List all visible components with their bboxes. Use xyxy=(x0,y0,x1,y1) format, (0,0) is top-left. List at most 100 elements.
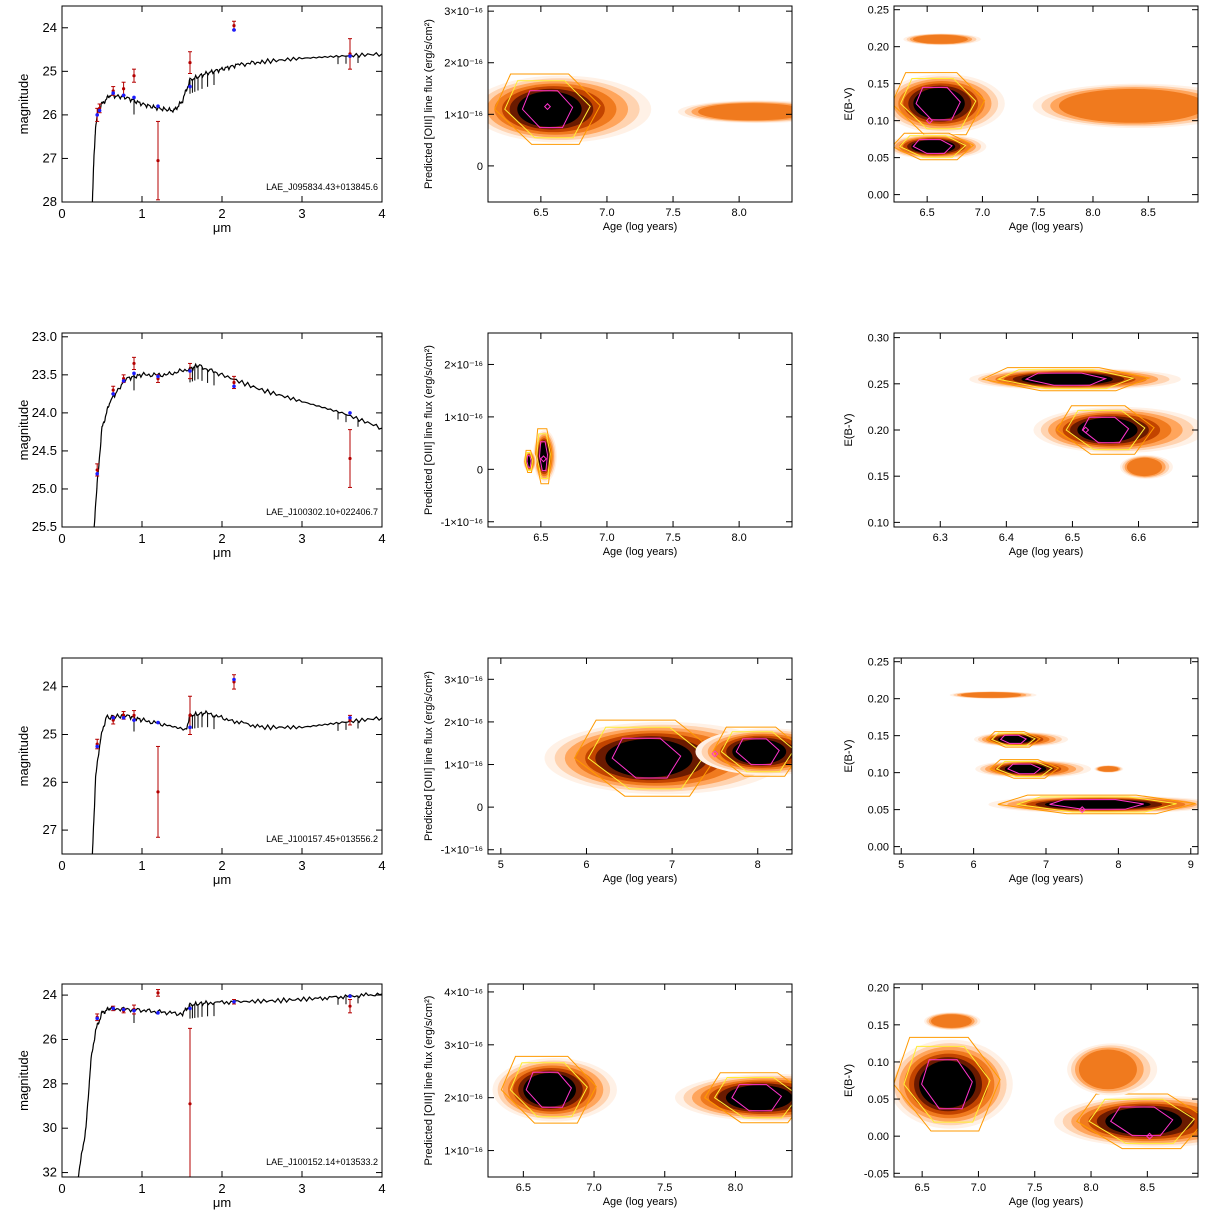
ebv-4-contour-1sigma xyxy=(921,1059,973,1110)
sed-4-x-tick-label: 3 xyxy=(298,1181,305,1196)
sed-1-observed-point xyxy=(188,61,192,65)
sed-4-x-tick-label: 1 xyxy=(138,1181,145,1196)
sed-1-y-tick-label: 28 xyxy=(43,194,57,209)
flux-1-y-tick-label: 3×10⁻¹⁶ xyxy=(444,6,483,18)
sed-1-x-tick-label: 2 xyxy=(218,206,225,221)
flux-3-contour-fill xyxy=(605,738,693,778)
ebv-1-plot-area xyxy=(894,33,1198,161)
ebv-4-y-tick-label: 0.15 xyxy=(868,1020,889,1032)
ebv-4-y-tick-label: 0.10 xyxy=(868,1057,889,1069)
ebv-1-x-tick-label: 7.5 xyxy=(1030,207,1045,219)
sed-4-model-point xyxy=(121,1007,126,1012)
ebv-2-contour-3sigma xyxy=(981,367,1151,392)
flux-3-y-tick-label: -1×10⁻¹⁶ xyxy=(441,845,483,857)
ebv-2-y-tick-label: 0.15 xyxy=(868,471,889,483)
ebv-3-x-axis-label: Age (log years) xyxy=(1009,873,1084,885)
sed-3-observed-point xyxy=(156,790,160,794)
sed-1-model-point xyxy=(97,108,102,113)
sed-3-model-point xyxy=(188,725,192,730)
flux-4-x-tick-label: 8.0 xyxy=(728,1182,743,1194)
flux-2-contour-1sigma xyxy=(526,455,532,468)
flux-2-plot-area xyxy=(523,428,557,485)
ebv-1-y-tick-label: 0.05 xyxy=(868,153,889,165)
flux-2-panel: 6.5 7.0 7.5 8.0 -1×10⁻¹⁶ 0 1×10⁻¹⁶ 2×10⁻¹⁶ Age (… xyxy=(423,332,793,558)
flux-4-frame xyxy=(487,983,793,1178)
sed-2-panel: LAE_J100302.10+022406.7 0 1 2 3 4 23.0 23.5 24.0… xyxy=(16,329,386,560)
flux-3-y-axis-label: Predicted [OIII] line flux (erg/s/cm²) xyxy=(423,671,435,841)
ebv-4-x-axis-label: Age (log years) xyxy=(1009,1196,1084,1208)
ebv-3-y-tick-label: 0.20 xyxy=(868,694,889,706)
ebv-3-contour-2sigma xyxy=(1016,796,1177,813)
flux-4-y-tick-label: 1×10⁻¹⁶ xyxy=(444,1146,483,1158)
flux-2-contour-2sigma xyxy=(525,452,533,471)
flux-4-y-axis-label: Predicted [OIII] line flux (erg/s/cm²) xyxy=(423,996,435,1166)
flux-2-y-tick-label: 1×10⁻¹⁶ xyxy=(444,412,483,424)
sed-4-model-point xyxy=(348,994,352,999)
flux-1-frame xyxy=(487,5,793,203)
ebv-3-contour-3sigma xyxy=(997,794,1196,815)
sed-2-plot-area xyxy=(93,356,382,527)
flux-4-contour-2sigma xyxy=(713,1077,792,1119)
flux-1-best-fit-marker xyxy=(543,103,552,111)
sed-3-y-tick-label: 25 xyxy=(43,726,57,741)
flux-1-x-tick-label: 8.0 xyxy=(731,207,746,219)
flux-2-x-tick-label: 7.0 xyxy=(599,532,614,544)
flux-3-x-axis-label: Age (log years) xyxy=(603,873,678,885)
ebv-3-x-tick-label: 9 xyxy=(1188,859,1194,871)
flux-4-contour-fill xyxy=(523,1072,576,1107)
sed-1-spectrum-line xyxy=(91,51,382,202)
ebv-2-y-tick-label: 0.25 xyxy=(868,379,889,391)
sed-1-x-tick-label: 3 xyxy=(298,206,305,221)
ebv-4-plot-area xyxy=(894,1012,1198,1150)
flux-4-contour-1sigma xyxy=(525,1071,572,1108)
sed-4-y-tick-label: 28 xyxy=(43,1076,57,1091)
sed-3-x-tick-label: 2 xyxy=(218,858,225,873)
ebv-3-y-tick-label: 0.15 xyxy=(868,731,889,743)
sed-3-panel: LAE_J100157.45+013556.2 0 1 2 3 4 24 25 26 27 μm ma… xyxy=(16,657,386,887)
sed-2-observed-point xyxy=(95,468,99,472)
ebv-1-x-tick-label: 8.0 xyxy=(1085,207,1100,219)
sed-2-object-name: LAE_J100302.10+022406.7 xyxy=(266,507,378,517)
sed-2-model-point xyxy=(156,374,160,379)
flux-2-y-axis-label: Predicted [OIII] line flux (erg/s/cm²) xyxy=(423,345,435,515)
ebv-2-contour-1sigma xyxy=(1024,372,1108,386)
sed-2-y-axis-label: magnitude xyxy=(16,400,31,461)
ebv-2-contour-2sigma xyxy=(996,369,1135,390)
sed-1-x-axis-label: μm xyxy=(213,220,231,235)
ebv-4-y-tick-label: 0.00 xyxy=(868,1131,889,1143)
flux-2-contour-1sigma xyxy=(538,441,549,472)
flux-3-contour-1sigma xyxy=(735,738,780,766)
ebv-3-panel: 5 6 7 8 9 0.00 0.05 0.10 0.15 0.20 0.25 Age (log ye… xyxy=(843,657,1199,885)
sed-2-frame xyxy=(61,332,383,528)
flux-2-x-tick-label: 7.5 xyxy=(665,532,680,544)
flux-1-y-tick-label: 1×10⁻¹⁶ xyxy=(444,109,483,121)
ebv-3-contour-fill xyxy=(1044,799,1151,810)
ebv-3-contour-1sigma xyxy=(1049,799,1144,810)
sed-2-model-point xyxy=(232,384,236,389)
sed-2-model-point xyxy=(111,392,115,396)
flux-3-frame xyxy=(487,657,793,855)
sed-1-observed-point xyxy=(122,87,126,91)
flux-1-y-tick-label: 0 xyxy=(477,161,483,173)
sed-2-x-tick-label: 1 xyxy=(138,531,145,546)
sed-2-y-tick-label: 25.5 xyxy=(32,519,57,534)
sed-1-plot-area xyxy=(91,20,382,202)
sed-3-observed-point xyxy=(188,713,192,717)
ebv-4-x-tick-label: 7.5 xyxy=(1027,1182,1042,1194)
sed-1-model-point xyxy=(232,28,236,32)
flux-2-x-tick-label: 8.0 xyxy=(731,532,746,544)
sed-4-model-point xyxy=(188,1006,192,1011)
flux-3-panel: 5 6 7 8 -1×10⁻¹⁶ 0 1×10⁻¹⁶ 2×10⁻¹⁶ 3×10⁻¹⁶ Age (l… xyxy=(423,657,793,885)
flux-3-contour-1sigma xyxy=(611,737,682,779)
flux-2-best-fit-marker xyxy=(539,455,548,463)
flux-3-x-tick-label: 8 xyxy=(755,859,761,871)
flux-3-x-tick-label: 7 xyxy=(669,859,675,871)
flux-2-contour-3sigma xyxy=(524,449,534,473)
sed-3-model-point xyxy=(121,715,126,720)
sed-4-y-tick-label: 24 xyxy=(43,987,57,1002)
sed-2-observed-point xyxy=(348,456,352,461)
sed-4-observed-point xyxy=(348,1004,352,1008)
sed-1-observed-point xyxy=(232,24,236,28)
ebv-2-panel: 6.3 6.4 6.5 6.6 0.10 0.15 0.20 0.25 0.30 Age (log… xyxy=(843,332,1199,558)
ebv-4-y-tick-label: 0.20 xyxy=(868,983,889,995)
